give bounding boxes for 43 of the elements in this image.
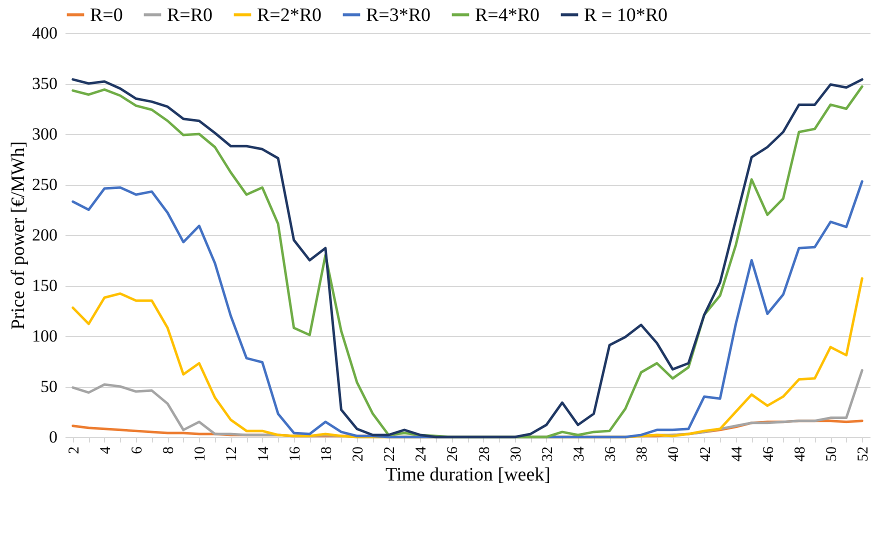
y-tick-label: 150: [32, 276, 58, 295]
x-tick-label: 16: [287, 446, 304, 462]
x-tick-label: 2: [66, 446, 82, 454]
y-axis-title: Price of power [€/MWh]: [8, 141, 29, 330]
x-axis-title: Time duration [week]: [386, 464, 550, 486]
legend-label: R=R0: [167, 4, 213, 26]
y-tick-label: 300: [32, 124, 58, 144]
x-tick-label: 24: [414, 446, 430, 462]
x-tick-label: 18: [318, 446, 335, 462]
x-tick-label: 44: [729, 446, 746, 462]
x-tick-label: 32: [540, 446, 556, 462]
y-tick-label: 100: [32, 326, 58, 346]
legend-label: R=3*R0: [366, 4, 431, 26]
legend-label: R=4*R0: [475, 4, 540, 26]
y-tick-label: 50: [40, 377, 58, 396]
x-tick-label: 28: [476, 446, 493, 462]
x-tick-label: 10: [192, 446, 209, 462]
x-tick-label: 40: [666, 446, 682, 462]
y-tick-label: 350: [32, 74, 58, 93]
legend-label: R=0: [90, 4, 123, 26]
x-tick-label: 38: [634, 446, 651, 462]
x-tick-label: 48: [792, 446, 808, 462]
x-tick-label: 6: [130, 446, 146, 454]
x-tick-label: 50: [824, 446, 840, 462]
x-tick-label: 36: [603, 446, 620, 462]
x-tick-label: 46: [760, 446, 777, 462]
x-tick-label: 4: [98, 446, 114, 454]
x-tick-label: 26: [445, 446, 462, 462]
x-tick-label: 20: [350, 446, 367, 462]
y-tick-label: 250: [32, 175, 58, 194]
y-tick-label: 0: [49, 428, 58, 446]
y-tick-label: 200: [32, 226, 58, 244]
x-tick-label: 8: [161, 446, 178, 454]
x-tick-label: 34: [571, 446, 588, 462]
legend-label: R=2*R0: [257, 4, 322, 26]
x-tick-label: 12: [224, 446, 240, 462]
x-tick-label: 42: [698, 446, 714, 462]
legend-label: R = 10*R0: [584, 4, 668, 26]
y-tick-label: 400: [32, 24, 58, 42]
x-tick-label: 52: [856, 446, 872, 462]
x-tick-label: 30: [508, 446, 524, 462]
x-tick-label: 14: [256, 446, 272, 462]
x-tick-label: 22: [382, 446, 398, 462]
